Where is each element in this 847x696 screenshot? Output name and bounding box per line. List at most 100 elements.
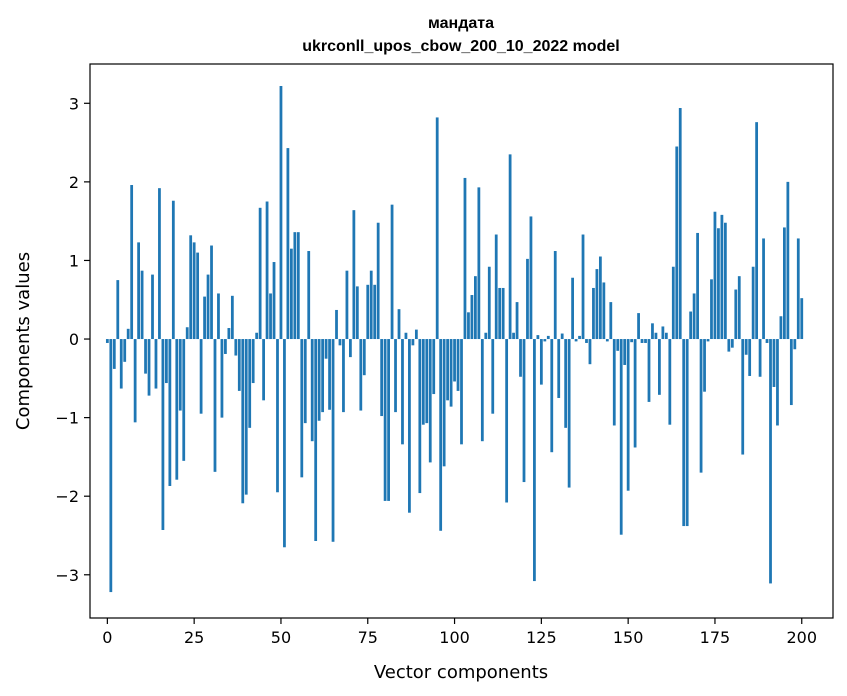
bar-83 [394,339,397,413]
bar-114 [501,287,505,340]
bar-66 [335,309,338,340]
bar-3 [116,280,120,340]
bar-39 [241,339,245,504]
bar-127 [546,335,550,340]
bar-107 [477,187,481,340]
y-tick-label-2: −1 [55,409,79,428]
bar-160 [661,326,665,340]
x-tick-label-2: 50 [271,628,291,647]
chart-title-line1: мандата [428,15,494,32]
bar-95 [435,117,439,340]
bar-113 [498,287,502,340]
bar-87 [408,339,411,513]
plot-frame [89,63,834,619]
bar-68 [342,339,345,413]
bar-115 [505,339,509,503]
bar-152 [633,339,637,448]
bar-75 [366,284,370,340]
bar-165 [678,108,682,340]
bar-69 [345,270,349,340]
bar-17 [164,339,168,384]
bar-138 [585,339,588,343]
bar-34 [224,339,227,354]
x-tick-label-7: 175 [700,628,731,647]
bar-70 [349,339,352,358]
y-tick-label-6: 3 [69,94,79,113]
bar-200 [800,298,804,340]
bar-104 [467,312,470,340]
bar-5 [123,339,127,362]
bar-99 [449,339,453,407]
bar-150 [626,339,630,491]
bar-156 [647,339,651,402]
bar-8 [133,339,137,423]
y-tick-label-3: 0 [69,330,79,349]
bar-13 [151,274,154,340]
bar-23 [185,327,189,340]
y-axis-label: Components values [13,252,34,430]
bar-72 [355,286,359,340]
bar-194 [779,316,783,340]
y-tick-label-1: −2 [55,487,79,506]
bar-177 [720,214,724,340]
bar-197 [789,339,793,406]
bar-88 [411,339,415,346]
bar-196 [786,181,790,340]
bar-168 [689,311,693,340]
bar-146 [612,339,616,426]
bar-135 [574,339,578,342]
bar-143 [602,282,606,340]
bar-140 [592,287,595,340]
bar-52 [286,148,290,340]
bar-158 [654,332,658,340]
bar-157 [651,323,654,340]
bar-20 [175,339,179,480]
bar-28 [203,296,206,340]
bar-44 [258,207,262,340]
bar-142 [598,256,602,340]
bar-58 [307,251,311,340]
bar-74 [362,339,366,376]
bar-57 [303,339,307,424]
bar-91 [421,339,425,425]
bar-89 [414,329,418,340]
bar-40 [244,339,248,495]
bar-93 [428,339,432,463]
bar-124 [536,335,540,340]
bar-108 [480,339,484,442]
bar-185 [748,339,752,376]
bar-19 [171,200,175,340]
bar-96 [439,339,443,531]
bar-7 [130,185,134,340]
bar-171 [699,339,703,473]
bar-29 [206,274,210,340]
bar-25 [192,242,196,340]
bar-110 [487,266,491,340]
bar-182 [737,276,741,340]
bar-144 [605,339,609,342]
bar-137 [581,234,585,340]
bar-121 [526,258,529,340]
bar-180 [730,339,734,348]
bar-186 [751,266,755,340]
x-tick-label-0: 0 [102,628,112,647]
bar-102 [460,339,463,445]
bar-24 [189,235,193,340]
bar-76 [369,270,373,340]
bar-45 [262,339,265,401]
bar-10 [140,270,144,340]
bar-4 [119,339,123,389]
bar-153 [637,313,640,340]
bar-16 [161,339,165,530]
bar-131 [560,333,564,340]
bar-198 [793,339,797,350]
bar-61 [317,339,321,421]
bar-100 [453,339,456,382]
bar-33 [220,339,224,418]
bar-6 [126,328,130,340]
bar-170 [696,232,699,340]
bar-181 [734,289,738,340]
x-tick-label-8: 200 [786,628,817,647]
bar-151 [630,339,634,343]
bar-188 [758,339,762,377]
